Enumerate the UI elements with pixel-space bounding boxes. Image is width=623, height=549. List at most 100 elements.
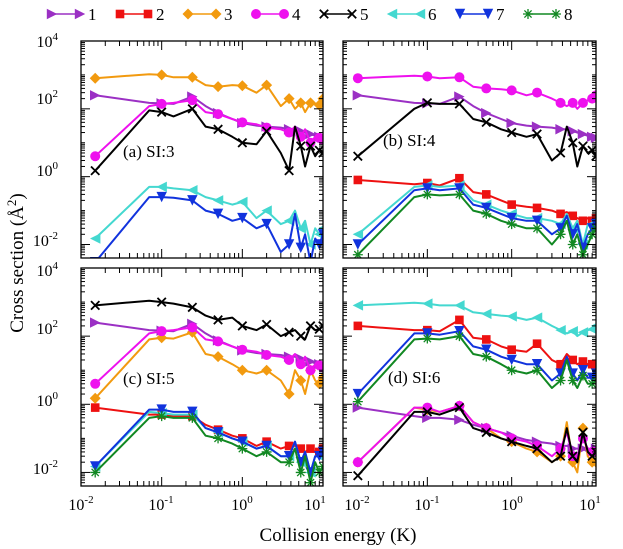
data-point-a-3-2 [156,69,168,81]
data-point-a-4-16 [305,137,316,148]
data-point-d-8-10 [532,365,543,376]
series-line-d-2 [357,318,596,366]
data-point-d-8-4 [454,331,465,342]
data-point-c-7-10 [261,440,272,452]
data-point-b-8-10 [532,223,543,234]
legend-entry-7: 7 [454,5,505,24]
data-point-d-5-10 [532,443,542,454]
data-point-b-5-10 [532,129,542,139]
data-point-c-7-18 [314,450,323,462]
data-point-d-7-16 [577,365,589,376]
data-point-b-7-2 [422,183,433,194]
x-tick-label-3: 101 [304,494,326,514]
data-point-b-5-14 [567,137,578,148]
data-point-b-1-12 [555,124,566,135]
legend-label-3: 3 [224,5,233,24]
data-point-b-4-4 [454,72,465,83]
data-point-d-6-6 [481,308,492,320]
data-point-d-6-10 [531,312,543,323]
data-point-b-5-16 [578,141,588,151]
data-point-c-1-0 [90,317,101,328]
legend-entry-3: 3 [182,5,233,24]
x-tick-label-5: 10-1 [414,494,439,514]
legend-label-6: 6 [428,5,437,24]
legend-marker-start-3 [182,8,194,20]
panel-data-c [89,297,323,486]
y-tick-label-2: 100 [37,160,59,180]
data-point-c-4-16 [305,365,316,376]
data-point-b-4-8 [506,85,517,96]
data-point-c-5-12 [284,327,294,338]
data-point-c-8-4 [187,412,198,423]
data-point-d-5-8 [506,436,517,447]
ticks-b [342,40,597,259]
data-point-c-5-16 [305,321,316,331]
data-point-a-3-18 [313,99,323,111]
data-point-d-8-8 [506,365,517,376]
data-point-b-8-0 [352,249,363,258]
legend-label-5: 5 [360,5,369,24]
data-point-d-6-2 [422,298,433,309]
data-point-b-1-0 [352,90,364,101]
data-point-c-3-10 [261,364,273,376]
data-point-d-2-16 [578,357,588,366]
ticks-c [80,267,324,487]
data-point-c-4-12 [284,354,295,365]
data-point-a-1-0 [90,90,101,101]
data-point-d-6-4 [454,300,465,311]
data-point-d-2-19 [591,359,596,369]
panel-annotation-b: (b) SI:4 [383,131,436,150]
legend-entry-2: 2 [115,5,165,24]
data-point-b-5-0 [353,151,363,162]
data-point-a-5-8 [237,137,248,148]
ticks-a [80,40,324,259]
series-line-b-5 [357,101,596,168]
panel-frame-b [342,40,597,259]
data-point-c-2-12 [284,441,294,451]
data-point-a-5-4 [187,103,198,114]
data-point-a-3-12 [283,93,295,105]
series-line-b-8 [357,193,596,256]
y-tick-label-5: 102 [37,318,59,338]
data-point-a-6-2 [156,181,167,193]
data-point-d-4-0 [352,457,363,468]
panel-frame-c [80,267,324,487]
data-point-d-5-19 [591,447,596,457]
data-point-c-5-0 [90,300,101,311]
data-point-d-2-14 [568,355,578,365]
data-point-b-2-6 [481,190,491,199]
data-point-c-2-16 [306,444,315,453]
series-line-d-8 [357,335,596,403]
data-point-c-8-14 [295,467,306,478]
data-point-c-3-14 [295,374,307,386]
x-tick-label-7: 101 [579,494,601,514]
panel-b: (b) SI:4 [342,40,597,259]
data-point-d-8-2 [422,333,433,344]
data-point-d-7-8 [506,354,517,366]
panel-data-b [352,71,596,258]
data-point-d-8-16 [577,370,588,381]
legend-label-7: 7 [496,5,505,24]
x-tick-label-6: 100 [501,494,523,514]
legend-marker-end-7 [482,8,494,20]
data-point-d-7-0 [352,388,364,400]
data-point-a-6-4 [187,184,198,196]
data-point-b-5-6 [481,117,492,128]
data-point-b-4-6 [481,83,492,94]
data-point-d-2-10 [532,339,542,349]
panel-data-d [352,298,596,481]
data-point-b-8-6 [481,208,492,219]
legend-label-8: 8 [564,5,573,24]
panel-d: (d) SI:6 [342,267,597,487]
data-point-d-6-12 [555,324,566,336]
data-point-a-4-0 [90,151,101,162]
legend-marker-start-2 [115,9,125,19]
y-tick-label-0: 104 [37,31,59,51]
data-point-a-7-10 [261,218,272,230]
data-point-c-4-4 [187,322,198,333]
panel-annotation-a: (a) SI:3 [123,142,174,161]
data-point-a-6-12 [283,215,295,226]
data-point-d-2-12 [556,359,565,369]
data-point-d-2-4 [455,315,464,325]
legend-entry-1: 1 [46,5,97,24]
